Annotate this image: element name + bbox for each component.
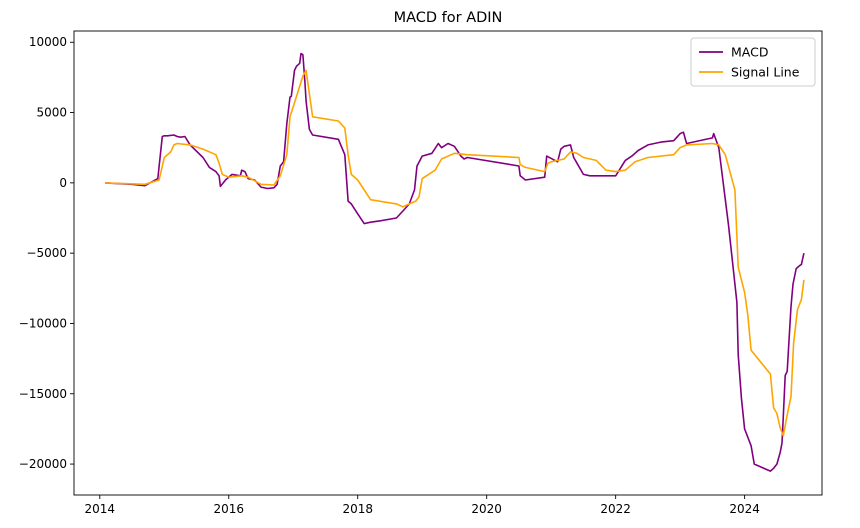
x-tick-label: 2018 [342, 502, 373, 516]
y-tick-label: 0 [59, 176, 67, 190]
axes: 2014 2016 2018 2020 2022 2024 10000 5000 0 −5000 −… [19, 30, 823, 516]
y-tick-label: −5000 [26, 246, 67, 260]
x-tick-label: 2016 [213, 502, 244, 516]
axes-frame [73, 30, 823, 496]
plot-area [104, 52, 805, 472]
y-tick-label: −15000 [19, 387, 67, 401]
y-tick-label: −20000 [19, 457, 67, 471]
series-line-macd [104, 52, 805, 472]
x-tick-label: 2022 [600, 502, 631, 516]
y-tick-label: 5000 [36, 106, 67, 120]
x-tick-label: 2020 [471, 502, 502, 516]
legend-label-macd: MACD [731, 45, 768, 60]
chart-title: MACD for ADIN [394, 10, 503, 26]
legend: MACD Signal Line [690, 37, 816, 87]
series-line-signal-line [104, 69, 805, 437]
y-tick-label: −10000 [19, 316, 67, 330]
legend-box [690, 37, 816, 87]
legend-label-signal-line: Signal Line [731, 65, 800, 80]
y-tick-label: 10000 [29, 35, 67, 49]
x-tick-label: 2014 [85, 502, 116, 516]
x-tick-label: 2024 [729, 502, 760, 516]
